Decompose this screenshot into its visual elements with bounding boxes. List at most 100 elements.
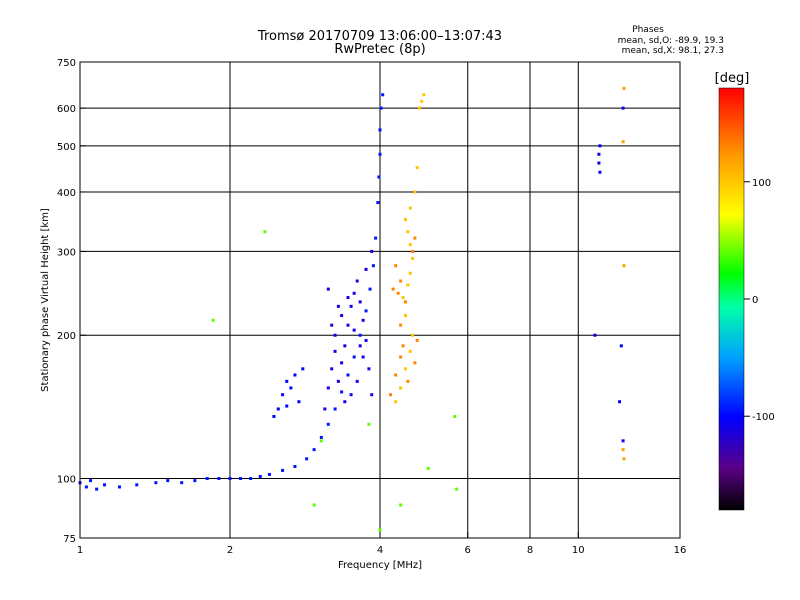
data-point — [399, 279, 403, 283]
data-point — [340, 361, 344, 365]
data-point — [349, 393, 353, 397]
y-tick-label: 200 — [57, 331, 76, 342]
data-point — [84, 485, 88, 489]
data-point — [281, 468, 285, 472]
y-axis-label: Stationary phase Virtual Height [km] — [40, 208, 51, 392]
data-point — [401, 344, 405, 348]
colorbar-label: [deg] — [715, 71, 750, 86]
data-point — [394, 373, 398, 377]
chart-subtitle: RwPretec (8p) — [334, 42, 425, 57]
data-point — [622, 86, 626, 90]
data-point — [346, 373, 350, 377]
data-point — [621, 448, 625, 452]
data-point — [249, 477, 253, 481]
data-point — [343, 400, 347, 404]
colorbar-tick-label: -100 — [752, 412, 775, 423]
data-point — [336, 304, 340, 308]
data-point — [166, 479, 170, 483]
data-point — [103, 483, 107, 487]
data-point — [399, 355, 403, 359]
data-point — [346, 296, 350, 300]
data-point — [403, 300, 407, 304]
data-point — [326, 287, 330, 291]
data-point — [330, 367, 334, 371]
data-point — [326, 422, 330, 426]
data-point — [406, 230, 410, 234]
data-point — [333, 407, 337, 411]
data-point — [399, 323, 403, 327]
data-point — [621, 106, 625, 110]
grid-lines — [80, 62, 680, 538]
data-point — [618, 400, 622, 404]
data-points — [78, 86, 626, 532]
data-point — [333, 333, 337, 337]
data-point — [396, 291, 400, 295]
x-tick-label: 6 — [465, 545, 471, 556]
data-point — [301, 367, 305, 371]
data-point — [371, 264, 375, 268]
data-point — [415, 166, 419, 170]
data-point — [415, 338, 419, 342]
data-point — [352, 291, 356, 295]
data-point — [377, 175, 381, 179]
x-tick-label: 8 — [527, 545, 533, 556]
data-point — [364, 338, 368, 342]
data-point — [205, 477, 209, 481]
data-point — [406, 379, 410, 383]
data-point — [346, 323, 350, 327]
data-point — [367, 422, 371, 426]
x-tick-label: 1 — [77, 545, 83, 556]
y-tick-label: 400 — [57, 188, 76, 199]
data-point — [364, 267, 368, 271]
data-point — [312, 448, 316, 452]
data-point — [403, 218, 407, 222]
data-point — [285, 379, 289, 383]
data-point — [598, 144, 602, 148]
data-point — [426, 466, 430, 470]
data-point — [368, 287, 372, 291]
data-point — [319, 439, 323, 443]
data-point — [408, 206, 412, 210]
data-point — [374, 236, 378, 240]
data-point — [297, 400, 301, 404]
data-point — [408, 271, 412, 275]
x-tick-label: 2 — [227, 545, 233, 556]
data-point — [394, 400, 398, 404]
data-point — [340, 390, 344, 394]
data-point — [355, 279, 359, 283]
data-point — [622, 264, 626, 268]
data-point — [135, 483, 139, 487]
data-point — [408, 349, 412, 353]
data-point — [403, 367, 407, 371]
data-point — [239, 477, 243, 481]
y-axis-ticks: 75 100 200 300 400 500 600 750 — [57, 58, 86, 545]
data-point — [352, 355, 356, 359]
data-point — [455, 487, 459, 491]
data-point — [361, 318, 365, 322]
data-point — [389, 393, 393, 397]
data-point — [391, 287, 395, 291]
data-point — [597, 161, 601, 165]
data-point — [180, 481, 184, 485]
y-tick-label: 75 — [63, 534, 76, 545]
data-point — [319, 435, 323, 439]
data-point — [411, 249, 415, 253]
data-point — [312, 503, 316, 507]
x-tick-label: 10 — [572, 545, 585, 556]
y-tick-label: 500 — [57, 142, 76, 153]
data-point — [285, 404, 289, 408]
data-point — [621, 140, 625, 144]
data-point — [411, 333, 415, 337]
data-point — [413, 361, 417, 365]
data-point — [193, 479, 197, 483]
data-point — [95, 487, 99, 491]
y-tick-label: 750 — [57, 58, 76, 69]
data-point — [289, 386, 293, 390]
data-point — [340, 314, 344, 318]
data-point — [406, 283, 410, 287]
data-point — [323, 407, 327, 411]
data-point — [355, 379, 359, 383]
colorbar — [718, 87, 745, 511]
data-point — [364, 309, 368, 313]
data-point — [358, 344, 362, 348]
